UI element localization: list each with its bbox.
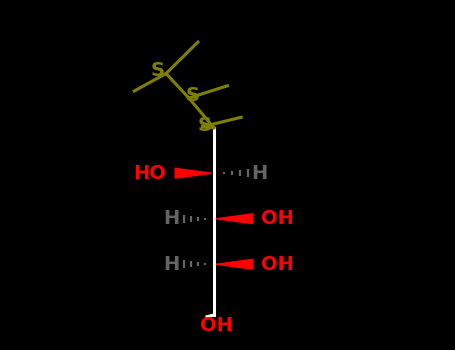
Text: S: S: [151, 61, 165, 80]
Text: S: S: [186, 86, 199, 105]
Text: H: H: [163, 209, 180, 228]
Text: OH: OH: [200, 316, 233, 335]
Polygon shape: [216, 214, 253, 224]
Text: S: S: [198, 116, 212, 135]
Text: OH: OH: [261, 209, 294, 228]
Polygon shape: [175, 168, 212, 178]
Polygon shape: [216, 259, 253, 269]
Text: HO: HO: [134, 164, 167, 183]
Text: H: H: [251, 164, 268, 183]
Text: H: H: [163, 255, 180, 274]
Text: OH: OH: [261, 255, 294, 274]
